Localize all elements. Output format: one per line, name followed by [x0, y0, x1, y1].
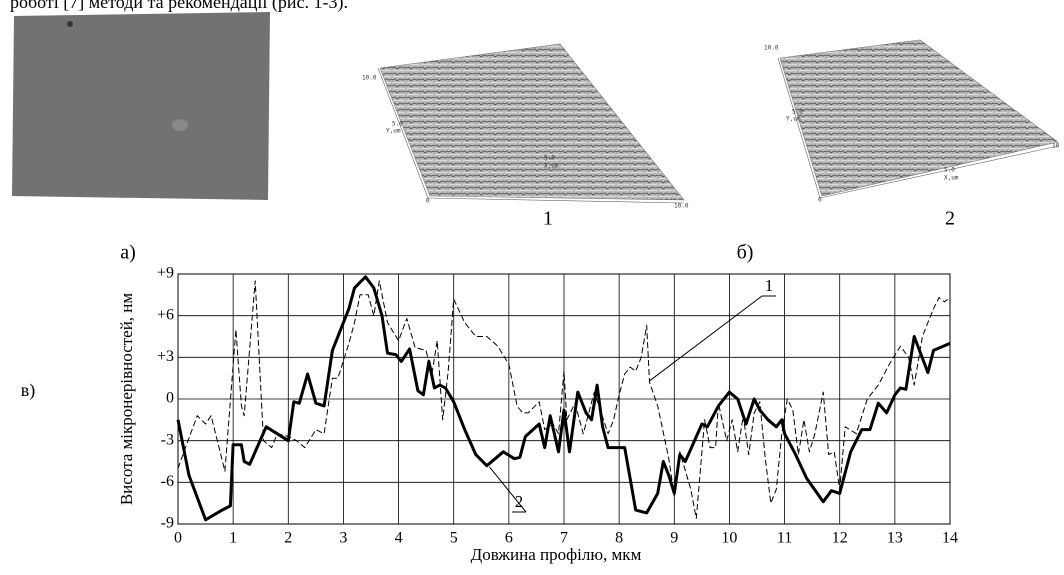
- surface-label: X,um: [544, 163, 559, 170]
- x-axis-label: Довжина профілю, мкм: [471, 545, 642, 564]
- x-tick-label: 3: [339, 530, 347, 547]
- x-tick-label: 13: [887, 530, 903, 547]
- x-tick-label: 5: [450, 530, 458, 547]
- surface-2: [779, 39, 1059, 197]
- leader-line: [489, 466, 527, 513]
- plot-frame: [177, 273, 951, 525]
- y-tick-label: -6: [161, 473, 174, 490]
- panel-label: а): [120, 242, 136, 264]
- x-tick-label: 10: [721, 530, 737, 547]
- surface-label: 5.0: [544, 155, 555, 162]
- photo-spot: [67, 21, 73, 27]
- sample-photo: [12, 12, 270, 200]
- x-tick-label: 9: [670, 530, 678, 547]
- surface-label: 5.0: [944, 167, 955, 174]
- surface-label: X,um: [944, 175, 959, 182]
- y-tick-label: +9: [157, 265, 174, 282]
- axis: [819, 145, 1059, 199]
- panel-number: 2: [945, 208, 955, 230]
- x-tick-label: 2: [284, 530, 292, 547]
- x-tick-label: 4: [395, 530, 403, 547]
- axis: [427, 197, 685, 204]
- x-tick-label: 14: [942, 530, 958, 547]
- surface-label: 0: [426, 198, 430, 205]
- y-axis-label: Висота мікронерівностей, нм: [117, 293, 136, 506]
- x-tick-label: 12: [832, 530, 848, 547]
- panel-number: 1: [543, 208, 553, 230]
- series-line: [176, 275, 951, 522]
- surface-label: 5.0: [792, 109, 803, 116]
- x-tick-label: 1: [229, 530, 237, 547]
- axis: [777, 57, 821, 199]
- surface-label: 0: [818, 197, 822, 204]
- y-tick-label: -9: [161, 515, 174, 532]
- caption-top: роботі [7] методи та рекомендації (рис. …: [10, 0, 348, 13]
- x-tick-label: 6: [505, 530, 513, 547]
- x-tick-label: 8: [615, 530, 623, 547]
- surface-label: Y,um: [386, 128, 401, 135]
- surface-label: 10.0: [362, 75, 377, 82]
- series-line: [177, 280, 951, 519]
- surface-label: 10.0: [764, 45, 779, 52]
- surface-label: 10: [1052, 143, 1060, 150]
- x-tick-label: 0: [174, 530, 182, 547]
- y-tick-label: -3: [161, 431, 174, 448]
- y-tick-label: 0: [166, 390, 174, 407]
- panel-label: в): [21, 380, 36, 401]
- x-tick-label: 11: [777, 530, 792, 547]
- surface-label: Y,um: [786, 116, 801, 123]
- axis: [377, 67, 429, 199]
- x-tick-label: 7: [560, 530, 568, 547]
- surface-1: [379, 43, 685, 201]
- series-label: 1: [765, 276, 774, 295]
- series-label: 2: [515, 492, 524, 511]
- surface-label: 10.0: [674, 203, 689, 210]
- y-tick-label: +6: [157, 306, 174, 323]
- leader-line: [649, 295, 763, 382]
- surface-label: 5.0: [392, 121, 403, 128]
- photo-spot: [172, 119, 188, 131]
- panel-label: б): [737, 242, 754, 264]
- y-tick-label: +3: [157, 348, 174, 365]
